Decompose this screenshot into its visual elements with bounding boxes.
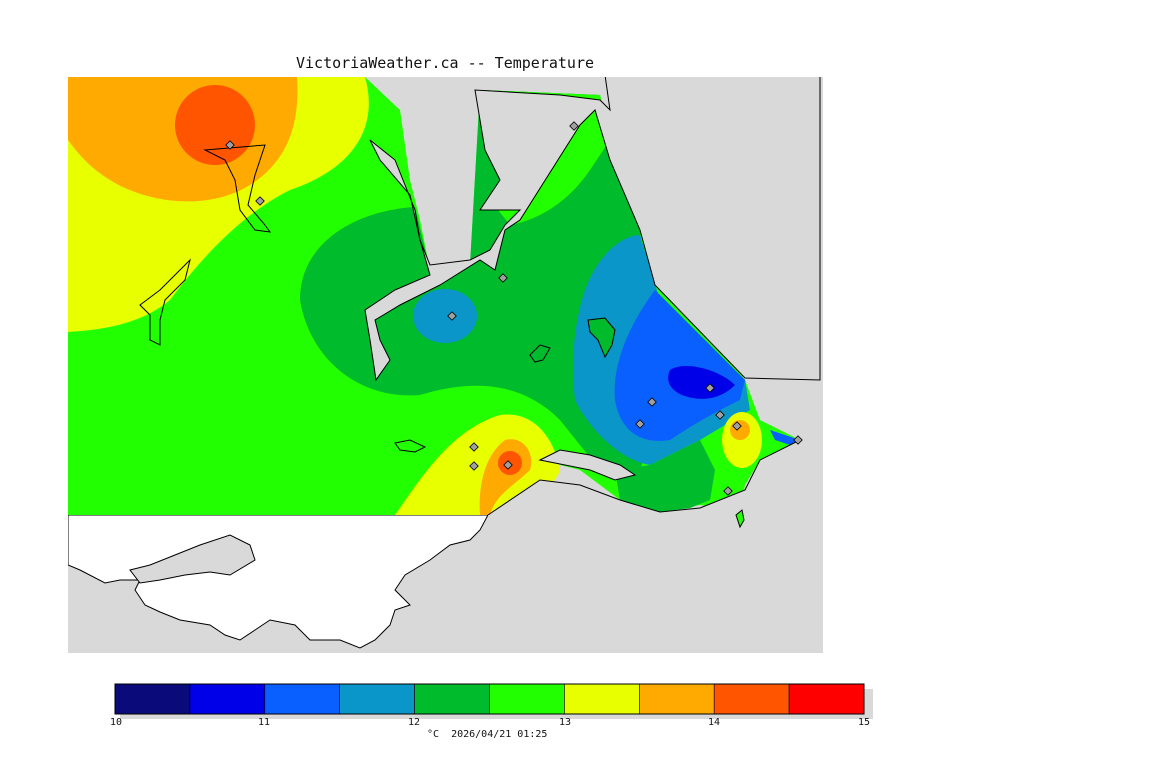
colorbar-cell bbox=[638, 683, 715, 715]
inlet-channel bbox=[364, 77, 821, 382]
colorbar-cell bbox=[114, 683, 191, 715]
island bbox=[587, 317, 616, 359]
harbour-inlet bbox=[538, 449, 637, 481]
colorbar-cell bbox=[788, 683, 865, 715]
southern-islet bbox=[735, 509, 745, 529]
colorbar-tick-14: 14 bbox=[707, 717, 721, 728]
field-11-5-tip bbox=[770, 430, 800, 445]
colorbar-tick-12: 12 bbox=[407, 717, 421, 728]
colorbar-cell bbox=[564, 683, 640, 715]
colorbar-cell bbox=[489, 683, 565, 715]
colorbar-cell bbox=[713, 683, 790, 715]
colorbar-cell bbox=[414, 683, 490, 715]
colorbar-caption: °C 2026/04/21 01:25 bbox=[427, 729, 548, 740]
colorbar-tick-15: 15 bbox=[857, 717, 871, 728]
map-title: VictoriaWeather.ca -- Temperature bbox=[296, 54, 595, 72]
colorbar-tick-11: 11 bbox=[257, 717, 271, 728]
colorbar-tick-13: 13 bbox=[558, 717, 572, 728]
island-west bbox=[394, 439, 427, 453]
map-area bbox=[68, 77, 823, 653]
unmapped-land-detail bbox=[129, 534, 256, 584]
colorbar bbox=[114, 683, 873, 719]
station-markers bbox=[225, 121, 803, 496]
colorbar-cell bbox=[189, 683, 266, 715]
colorbar-border bbox=[114, 683, 865, 715]
southeast-water bbox=[488, 445, 823, 653]
island-small bbox=[529, 344, 551, 363]
field-12-west bbox=[413, 289, 477, 343]
colorbar-cell bbox=[339, 683, 415, 715]
field-14-east bbox=[730, 420, 750, 440]
field-11-5-east bbox=[614, 290, 745, 441]
field-14-5-nw bbox=[175, 85, 255, 165]
colorbar-cell bbox=[264, 683, 340, 715]
field-11-east bbox=[668, 365, 735, 399]
north-coast bbox=[139, 144, 272, 346]
field-12-5-south bbox=[615, 440, 715, 512]
southeast-coast bbox=[487, 439, 801, 516]
colorbar-tick-10: 10 bbox=[109, 717, 123, 728]
